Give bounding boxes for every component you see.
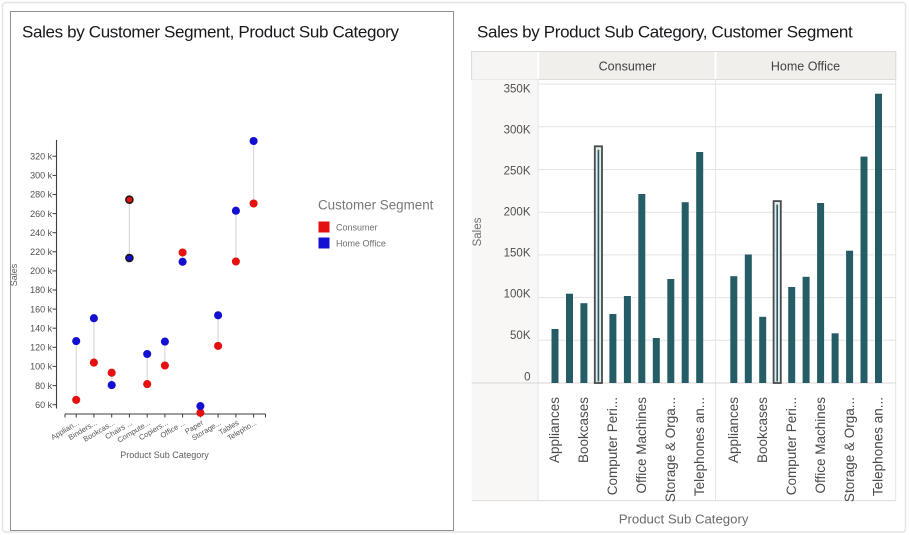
svg-text:260 k: 260 k [30,209,53,219]
svg-text:240 k: 240 k [30,228,53,238]
svg-text:320 k: 320 k [30,151,53,161]
svg-text:150K: 150K [504,247,531,259]
svg-text:140 k: 140 k [30,323,53,333]
svg-text:Appliances: Appliances [547,397,562,463]
svg-text:350K: 350K [504,83,531,95]
svg-text:Consumer: Consumer [336,223,378,233]
svg-text:Storage & Orga...: Storage & Orga... [842,397,857,502]
svg-text:180 k: 180 k [30,285,53,295]
svg-text:300 k: 300 k [30,171,53,181]
svg-text:Storage & Orga...: Storage & Orga... [663,397,678,502]
svg-text:Sales: Sales [9,263,19,286]
svg-text:Consumer: Consumer [599,60,657,74]
svg-text:Computer Peri...: Computer Peri... [605,397,620,495]
svg-text:280 k: 280 k [30,190,53,200]
svg-text:Sales by Customer Segment, Pro: Sales by Customer Segment, Product Sub C… [22,23,399,42]
svg-text:100 k: 100 k [30,362,53,372]
svg-text:80 k: 80 k [35,381,53,391]
svg-text:Bookcases: Bookcases [755,397,770,463]
svg-text:120 k: 120 k [30,343,53,353]
svg-text:200 k: 200 k [30,266,53,276]
svg-text:250K: 250K [504,165,531,177]
svg-text:100K: 100K [504,289,531,301]
svg-text:Telephones an...: Telephones an... [871,397,886,496]
svg-text:Customer Segment: Customer Segment [318,198,434,213]
svg-text:Office Machines: Office Machines [634,397,649,494]
svg-text:60 k: 60 k [35,400,53,410]
svg-text:Telephones an...: Telephones an... [692,397,707,496]
svg-text:220 k: 220 k [30,247,53,257]
svg-text:Home Office: Home Office [771,60,840,74]
svg-text:Product Sub Category: Product Sub Category [619,512,749,527]
svg-text:Office Machines: Office Machines [813,397,828,494]
svg-text:Sales: Sales [472,217,484,246]
svg-text:Computer Peri...: Computer Peri... [784,397,799,495]
svg-text:160 k: 160 k [30,304,53,314]
svg-text:50K: 50K [510,330,531,342]
svg-text:Sales by Product Sub Category,: Sales by Product Sub Category, Customer … [477,23,853,42]
svg-text:Home Office: Home Office [336,239,386,249]
svg-text:Product Sub Category: Product Sub Category [120,450,209,460]
svg-text:300K: 300K [504,125,531,137]
svg-text:Appliances: Appliances [726,397,741,463]
svg-text:200K: 200K [504,207,531,219]
svg-text:0: 0 [524,371,530,383]
svg-text:Bookcases: Bookcases [576,397,591,463]
